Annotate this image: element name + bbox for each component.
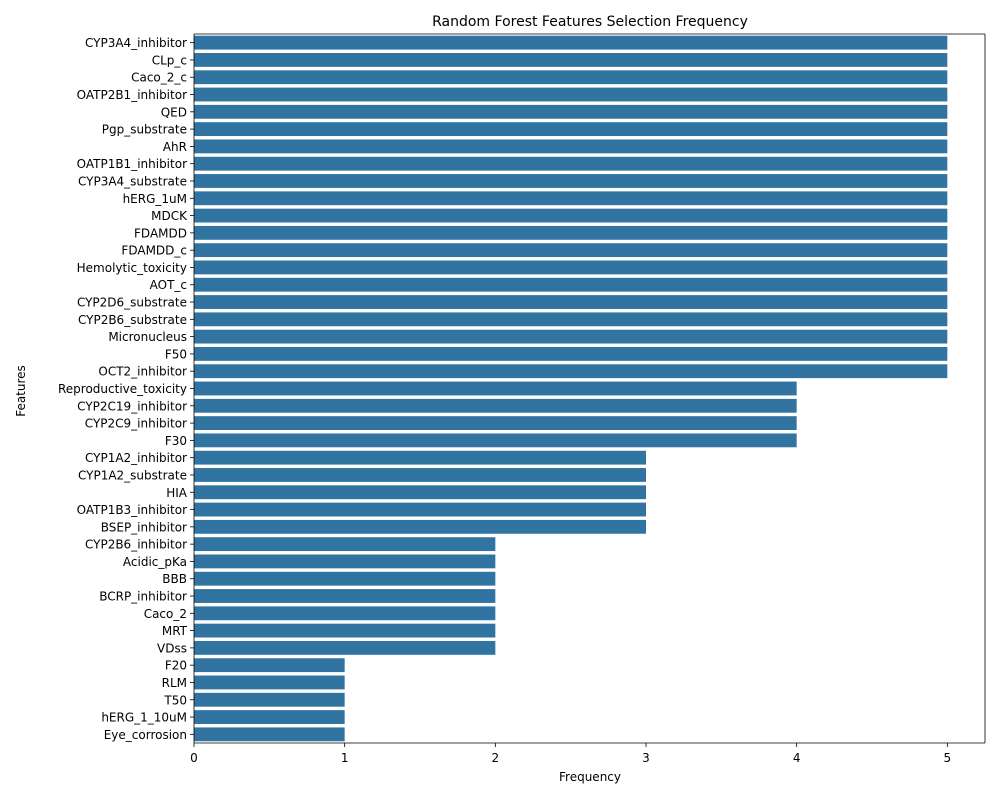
y-tick-label: CYP2C9_inhibitor xyxy=(85,417,187,431)
y-tick-label: RLM xyxy=(162,676,187,690)
y-tick-label: OATP1B1_inhibitor xyxy=(77,157,187,171)
bar-CYP3A4_substrate xyxy=(194,174,948,188)
y-tick-label: F50 xyxy=(165,347,187,361)
y-tick-label: FDAMDD_c xyxy=(121,244,187,258)
y-tick-label: MDCK xyxy=(151,209,188,223)
bars-group xyxy=(194,35,948,742)
y-tick-label: CYP1A2_inhibitor xyxy=(85,451,187,465)
bar-OCT2_inhibitor xyxy=(194,364,948,379)
y-tick-label: AhR xyxy=(163,140,187,154)
bar-CLp_c xyxy=(194,53,948,67)
y-tick-label: T50 xyxy=(163,693,187,707)
y-tick-label: AOT_c xyxy=(150,278,187,292)
y-axis-label: Features xyxy=(14,365,28,417)
y-tick-label: BBB xyxy=(162,572,187,586)
bar-CYP2C19_inhibitor xyxy=(194,398,797,413)
bar-CYP2B6_inhibitor xyxy=(194,537,496,552)
chart-title: Random Forest Features Selection Frequen… xyxy=(432,14,748,30)
y-tick-label: Caco_2 xyxy=(144,607,187,621)
bar-AhR xyxy=(194,139,948,154)
y-tick-label: VDss xyxy=(157,641,187,655)
y-tick-label: BCRP_inhibitor xyxy=(99,590,187,604)
bar-Acidic_pKa xyxy=(194,554,496,569)
axes-spines xyxy=(193,33,986,744)
y-tick-label: Eye_corrosion xyxy=(104,728,187,742)
bar-BCRP_inhibitor xyxy=(194,589,496,603)
y-tick-label: CLp_c xyxy=(152,53,187,67)
y-tick-label: CYP2B6_substrate xyxy=(78,313,187,327)
y-tick-label: F30 xyxy=(165,434,187,448)
bar-MDCK xyxy=(194,208,948,223)
bar-OATP1B3_inhibitor xyxy=(194,502,646,517)
bar-Hemolytic_toxicity xyxy=(194,260,948,275)
y-tick-label: hERG_1_10uM xyxy=(101,711,187,725)
x-tick-label: 1 xyxy=(341,751,349,765)
y-tick-label: QED xyxy=(161,105,187,119)
x-tick-label: 2 xyxy=(492,751,500,765)
x-ticks: 0 1 2 3 4 5 xyxy=(190,743,951,765)
y-tick-label: Pgp_substrate xyxy=(102,123,187,137)
bar-RLM xyxy=(194,675,345,690)
bar-CYP2D6_substrate xyxy=(194,295,948,309)
bar-BBB xyxy=(194,571,496,586)
x-axis-label: Frequency xyxy=(559,770,621,784)
y-tick-label: CYP2C19_inhibitor xyxy=(77,399,187,413)
y-tick-label: OATP2B1_inhibitor xyxy=(77,88,187,102)
bar-OATP1B1_inhibitor xyxy=(194,156,948,171)
bar-HIA xyxy=(194,485,646,500)
y-tick-label: Hemolytic_toxicity xyxy=(77,261,187,275)
y-tick-label: HIA xyxy=(166,486,188,500)
bar-hERG_1_10uM xyxy=(194,710,345,724)
y-tick-label: MRT xyxy=(162,624,188,638)
bar-Pgp_substrate xyxy=(194,122,948,137)
x-tick-label: 4 xyxy=(793,751,801,765)
y-tick-label: CYP1A2_substrate xyxy=(78,468,187,482)
bar-VDss xyxy=(194,640,496,655)
bar-MRT xyxy=(194,623,496,638)
y-tick-label: CYP3A4_inhibitor xyxy=(85,36,187,50)
y-tick-label: OATP1B3_inhibitor xyxy=(77,503,187,517)
y-tick-label: CYP2B6_inhibitor xyxy=(85,538,187,552)
y-tick-label: FDAMDD xyxy=(134,226,187,240)
bar-AOT_c xyxy=(194,277,948,292)
bar-CYP2B6_substrate xyxy=(194,312,948,327)
bar-CYP3A4_inhibitor xyxy=(194,35,948,50)
bar-Micronucleus xyxy=(194,329,948,344)
x-tick-label: 0 xyxy=(190,751,198,765)
bar-Caco_2 xyxy=(194,606,496,621)
y-tick-labels: CYP3A4_inhibitor CLp_c Caco_2_c OATP2B1_inh… xyxy=(58,36,194,742)
bar-BSEP_inhibitor xyxy=(194,519,646,534)
bar-T50 xyxy=(194,692,345,707)
y-tick-label: CYP2D6_substrate xyxy=(77,296,187,310)
y-tick-label: CYP3A4_substrate xyxy=(78,174,187,188)
y-tick-label: Micronucleus xyxy=(108,330,187,344)
y-tick-label: F20 xyxy=(165,659,187,673)
x-tick-label: 3 xyxy=(642,751,650,765)
bar-F30 xyxy=(194,433,797,448)
bar-OATP2B1_inhibitor xyxy=(194,87,948,102)
bar-CYP2C9_inhibitor xyxy=(194,416,797,431)
bar-QED xyxy=(194,104,948,119)
bar-Reproductive_toxicity xyxy=(194,381,797,396)
bar-CYP1A2_substrate xyxy=(194,468,646,482)
bar-FDAMDD_c xyxy=(194,243,948,258)
y-tick-label: BSEP_inhibitor xyxy=(101,520,187,534)
y-tick-label: Acidic_pKa xyxy=(123,555,187,569)
y-tick-label: OCT2_inhibitor xyxy=(98,365,187,379)
bar-CYP1A2_inhibitor xyxy=(194,450,646,465)
bar-F20 xyxy=(194,658,345,673)
y-tick-label: hERG_1uM xyxy=(123,192,187,206)
bar-FDAMDD xyxy=(194,225,948,240)
bar-F50 xyxy=(194,346,948,361)
bar-Eye_corrosion xyxy=(194,727,345,742)
bar-Caco_2_c xyxy=(194,70,948,85)
y-tick-label: Reproductive_toxicity xyxy=(58,382,187,396)
bar-hERG_1uM xyxy=(194,191,948,206)
y-tick-label: Caco_2_c xyxy=(131,71,187,85)
x-tick-label: 5 xyxy=(944,751,952,765)
